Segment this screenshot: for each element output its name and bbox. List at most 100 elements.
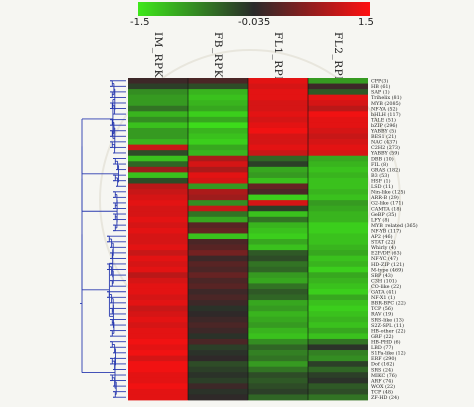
- heatmap-cell: [308, 288, 368, 295]
- heatmap-cell: [128, 122, 188, 129]
- row-label: SAP (1): [371, 89, 390, 96]
- heatmap-cell: [188, 361, 248, 368]
- heatmap-cell: [308, 372, 368, 379]
- row-label: LFY (8): [371, 216, 389, 223]
- heatmap-cell: [128, 83, 188, 90]
- heatmap-cell: [188, 172, 248, 179]
- heatmap-cell: [188, 366, 248, 373]
- heatmap-cell: [188, 155, 248, 162]
- heatmap-cell: [188, 394, 248, 401]
- heatmap-cell: [128, 200, 188, 207]
- row-label: CAMTA (18): [371, 205, 401, 212]
- heatmap-cell: [128, 205, 188, 212]
- row-label: ZF-HD (24): [371, 394, 399, 401]
- heatmap-cell: [188, 133, 248, 140]
- heatmap-cell: [308, 205, 368, 212]
- heatmap-cell: [308, 239, 368, 245]
- heatmap-cell: [308, 283, 368, 290]
- row-label: HD-ZIP (121): [371, 261, 404, 268]
- heatmap-cell: [308, 255, 368, 262]
- heatmap-cell: [248, 372, 308, 379]
- heatmap-cell: [128, 233, 188, 240]
- heatmap-cell: [188, 372, 248, 379]
- heatmap-cell: [188, 122, 248, 129]
- heatmap-cell: [248, 172, 308, 179]
- row-label: LBD (77): [371, 344, 393, 351]
- heatmap-cell: [248, 361, 308, 368]
- row-label: GRF (22): [371, 333, 394, 340]
- colorbar-tick-label: -0.035: [238, 17, 271, 28]
- heatmap-cell: [128, 316, 188, 323]
- row-label: NF-YC (47): [371, 255, 398, 262]
- heatmap-cell: [248, 355, 308, 362]
- heatmap-cell: [308, 244, 368, 251]
- heatmap-cell: [308, 350, 368, 356]
- heatmap-cell: [308, 250, 368, 257]
- heatmap-cell: [248, 255, 308, 262]
- heatmap-cell: [128, 305, 188, 312]
- heatmap-cell: [128, 183, 188, 190]
- row-label: HB (61): [371, 83, 391, 90]
- heatmap-cell: [248, 377, 308, 384]
- heatmap-cell: [128, 338, 188, 345]
- heatmap-cell: [128, 94, 188, 101]
- heatmap-cell: [248, 89, 308, 96]
- row-label: ARF (74): [370, 377, 393, 384]
- row-label: CPP(3): [371, 78, 388, 85]
- heatmap-cell: [188, 272, 248, 279]
- heatmap-cell: [308, 377, 368, 384]
- heatmap-cell: [308, 322, 368, 329]
- row-label: Trihelix (81): [371, 94, 402, 101]
- row-label: S2Z-SPL (11): [371, 322, 404, 329]
- heatmap-cell: [248, 366, 308, 373]
- row-label: RAV (19): [371, 311, 393, 318]
- heatmap-cell: [248, 333, 308, 340]
- heatmap-cell: [188, 333, 248, 340]
- row-label: C2H2 (273): [371, 144, 400, 151]
- heatmap-cell: [128, 78, 188, 84]
- row-label: SRS (24): [371, 366, 393, 373]
- heatmap-cell: [188, 305, 248, 312]
- heatmap-cell: [308, 366, 368, 373]
- heatmap-cell: [188, 211, 248, 218]
- heatmap-cell: [188, 244, 248, 251]
- heatmap-cell: [188, 350, 248, 356]
- heatmap-cell: [308, 122, 368, 129]
- heatmap-cell: [188, 177, 248, 184]
- row-label: NF-X1 (1): [371, 294, 395, 301]
- heatmap-cell: [308, 394, 368, 401]
- heatmap-cell: [248, 288, 308, 295]
- heatmap-cell: [188, 116, 248, 123]
- row-label: NAC (437): [371, 139, 397, 146]
- heatmap-cell: [128, 105, 188, 112]
- row-label: GATA (41): [371, 289, 396, 296]
- row-label: B3 (53): [371, 172, 389, 179]
- heatmap-cell: [308, 189, 368, 195]
- heatmap-cell: [188, 183, 248, 190]
- row-label: BES1 (21): [371, 133, 396, 140]
- heatmap-cell: [248, 166, 308, 173]
- heatmap-cell: [188, 222, 248, 229]
- heatmap-cell: [188, 383, 248, 390]
- heatmap-cell: [128, 383, 188, 390]
- heatmap-cell: [188, 255, 248, 262]
- heatmap-cell: [308, 194, 368, 201]
- colorbar-gradient: [138, 2, 370, 16]
- row-label: SBP (43): [371, 272, 393, 279]
- heatmap-cell: [188, 105, 248, 112]
- heatmap-cell: [188, 338, 248, 345]
- heatmap-cell: [188, 227, 248, 234]
- heatmap-cell: [188, 189, 248, 195]
- heatmap-cell: [128, 361, 188, 368]
- heatmap-cell: [128, 89, 188, 96]
- row-label: E2F/DP (63): [371, 250, 402, 257]
- heatmap-cell: [188, 288, 248, 295]
- row-label: G2-like (171): [371, 200, 403, 207]
- heatmap-cell: [188, 250, 248, 257]
- row-label: GRAS (182): [371, 166, 400, 173]
- heatmap-cell: [248, 283, 308, 290]
- row-label: C3H (101): [371, 277, 397, 284]
- heatmap-cell: [128, 155, 188, 162]
- heatmap-cell: [308, 222, 368, 229]
- heatmap-cell: [188, 294, 248, 301]
